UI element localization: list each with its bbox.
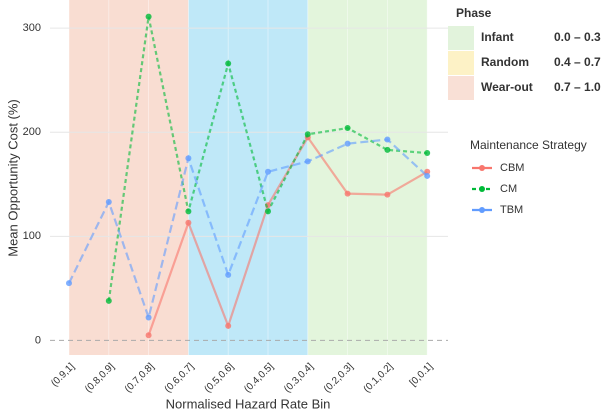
phase-range: 0.0 – 0.3 bbox=[554, 30, 601, 44]
phase-legend-title: Phase bbox=[456, 6, 492, 20]
y-tick-label: 300 bbox=[23, 22, 41, 34]
phase-range: 0.7 – 1.0 bbox=[554, 80, 601, 94]
point bbox=[384, 146, 391, 153]
phase-name: Wear-out bbox=[481, 80, 533, 94]
y-tick-label: 200 bbox=[23, 126, 41, 138]
x-tick-label: (0.3,0.4] bbox=[282, 361, 316, 395]
point bbox=[66, 280, 72, 287]
point bbox=[145, 332, 152, 339]
point bbox=[225, 322, 232, 329]
x-tick-label: (0.5,0.6] bbox=[202, 361, 236, 395]
x-tick-label: (0.6,0.7] bbox=[163, 361, 197, 395]
point bbox=[265, 208, 271, 215]
phase-band bbox=[69, 0, 189, 355]
point bbox=[145, 314, 152, 321]
point bbox=[225, 60, 232, 67]
phase-name: Infant bbox=[481, 30, 514, 44]
point bbox=[185, 208, 192, 215]
x-axis-label: Normalised Hazard Rate Bin bbox=[166, 396, 331, 411]
y-axis-label: Mean Opportunity Cost (%) bbox=[5, 99, 20, 257]
point bbox=[424, 172, 431, 179]
y-tick-label: 0 bbox=[35, 334, 41, 346]
point bbox=[344, 125, 351, 132]
y-tick-label: 100 bbox=[23, 230, 41, 242]
phase-swatch bbox=[448, 76, 474, 100]
legend-point bbox=[479, 186, 485, 192]
legend-point bbox=[479, 165, 485, 171]
phase-swatch bbox=[448, 26, 474, 50]
point bbox=[185, 155, 192, 162]
point bbox=[304, 131, 311, 138]
point bbox=[304, 158, 311, 165]
point bbox=[424, 150, 431, 157]
x-tick-label: (0.2,0.3] bbox=[322, 361, 356, 395]
legend-label: CBM bbox=[500, 162, 524, 174]
x-tick-label: (0.8,0.9] bbox=[83, 361, 117, 395]
legend-label: TBM bbox=[500, 204, 523, 216]
point bbox=[384, 191, 391, 198]
phase-swatch bbox=[448, 51, 474, 75]
point bbox=[105, 198, 112, 205]
legend-point bbox=[479, 207, 485, 213]
phase-range: 0.4 – 0.7 bbox=[554, 55, 601, 69]
phase-band bbox=[188, 0, 308, 355]
point bbox=[105, 297, 112, 304]
point bbox=[145, 13, 152, 20]
point bbox=[344, 190, 351, 197]
point bbox=[265, 168, 271, 175]
point bbox=[384, 136, 391, 143]
x-tick-label: [0,0.1] bbox=[408, 361, 436, 389]
x-tick-label: (0.7,0.8] bbox=[123, 361, 157, 395]
x-tick-label: (0.9,1] bbox=[49, 361, 77, 389]
legend-title: Maintenance Strategy bbox=[470, 138, 587, 152]
point bbox=[185, 219, 192, 226]
x-tick-label: (0.1,0.2] bbox=[362, 361, 396, 395]
point bbox=[225, 271, 232, 278]
x-tick-label: (0.4,0.5] bbox=[242, 361, 276, 395]
legend-label: CM bbox=[500, 183, 517, 195]
series-line bbox=[68, 138, 428, 322]
phase-name: Random bbox=[481, 55, 529, 69]
point bbox=[344, 140, 351, 147]
phase-band bbox=[307, 0, 428, 355]
